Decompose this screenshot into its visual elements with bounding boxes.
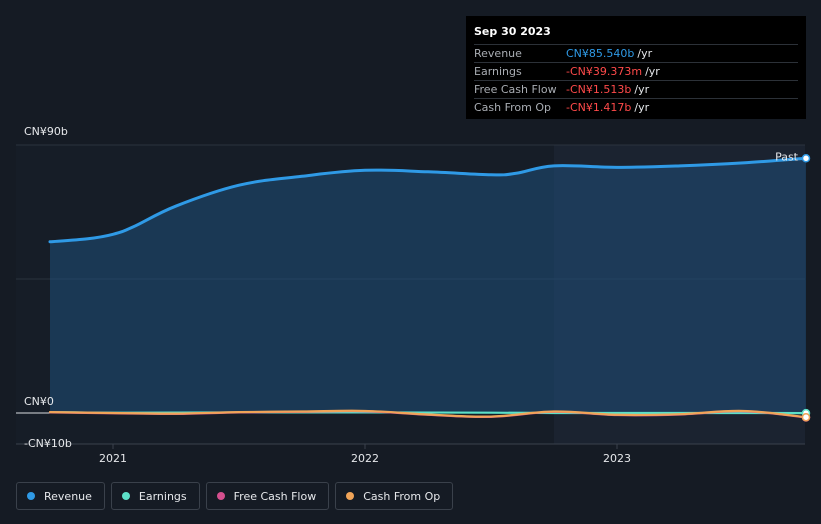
x-tick-label: 2023 [603, 452, 631, 465]
legend-item-cash-from-op[interactable]: Cash From Op [335, 482, 454, 510]
legend-label: Cash From Op [363, 489, 441, 503]
tooltip-value: -CN¥39.373m [566, 65, 643, 78]
x-tick-label: 2022 [351, 452, 379, 465]
legend-dot-icon [346, 492, 355, 500]
legend-dot-icon [121, 492, 130, 500]
tooltip-unit: /yr [634, 83, 650, 96]
legend-label: Revenue [44, 489, 92, 503]
revenue-area [50, 158, 806, 413]
tooltip-row-free-cash-flow: Free Cash Flow -CN¥1.513b/yr [474, 80, 798, 98]
tooltip-row-cash-from-op: Cash From Op -CN¥1.417b/yr [474, 98, 798, 116]
y-tick-label: -CN¥10b [24, 437, 72, 450]
revenue-line [48, 156, 808, 244]
y-tick-label: CN¥0 [24, 395, 54, 408]
tooltip-label: Earnings [474, 65, 522, 78]
tooltip-row-revenue: Revenue CN¥85.540b/yr [474, 44, 798, 62]
tooltip-date: Sep 30 2023 [474, 25, 551, 38]
past-label: Past [775, 150, 799, 163]
tooltip-value: -CN¥1.513b [566, 83, 632, 96]
tooltip-value: -CN¥1.417b [566, 101, 632, 114]
tooltip-value: CN¥85.540b [566, 47, 635, 60]
x-tick-label: 2021 [99, 452, 127, 465]
tooltip-unit: /yr [637, 47, 653, 60]
y-tick-label: CN¥90b [24, 125, 68, 138]
tooltip: Sep 30 2023 Revenue CN¥85.540b/yr Earnin… [466, 16, 806, 119]
legend-item-free-cash-flow[interactable]: Free Cash Flow [205, 482, 330, 510]
tooltip-label: Cash From Op [474, 101, 552, 114]
legend-item-revenue[interactable]: Revenue [16, 482, 105, 510]
legend: Revenue Earnings Free Cash Flow Cash Fro… [16, 482, 454, 510]
legend-label: Free Cash Flow [233, 489, 317, 503]
legend-dot-icon [216, 492, 225, 500]
legend-dot-icon [27, 492, 35, 500]
legend-item-earnings[interactable]: Earnings [110, 482, 200, 510]
cash-from-op-end-marker [801, 412, 811, 422]
cash-from-op-line [48, 409, 808, 419]
tooltip-unit: /yr [645, 65, 660, 78]
tooltip-row-earnings: Earnings -CN¥39.373m/yr [474, 62, 798, 80]
tooltip-unit: /yr [634, 101, 650, 114]
legend-label: Earnings [138, 489, 187, 503]
revenue-end-marker [801, 154, 811, 163]
tooltip-label: Revenue [474, 47, 522, 60]
tooltip-label: Free Cash Flow [474, 83, 557, 96]
